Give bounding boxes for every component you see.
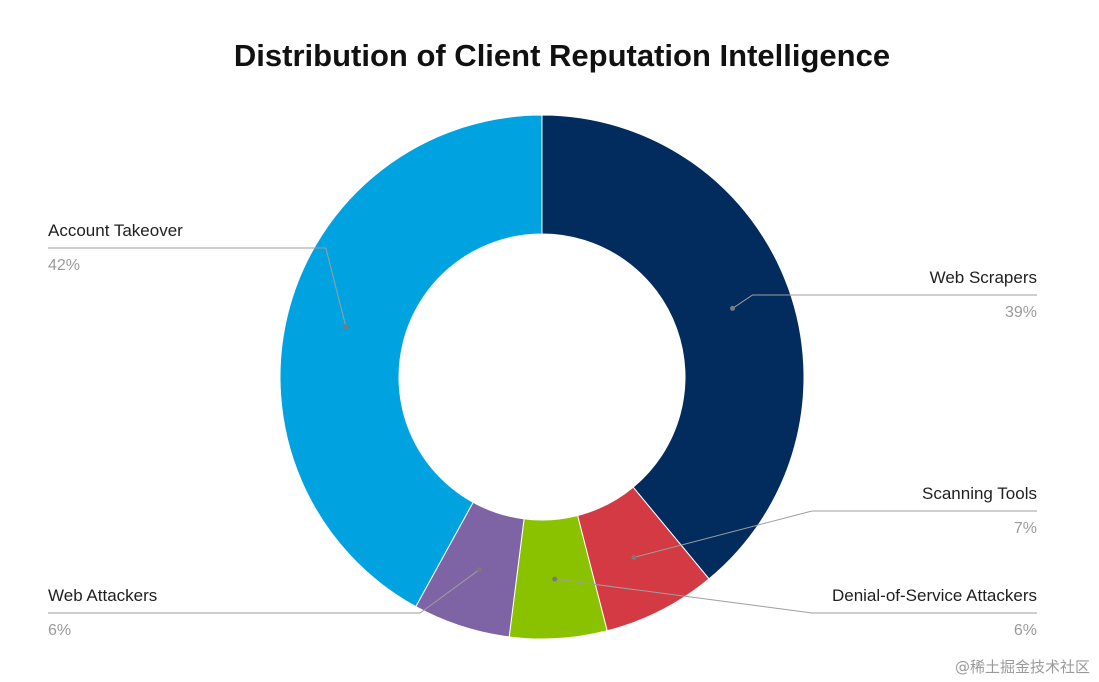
slice-label: Account Takeover (48, 221, 183, 240)
leader-line (633, 510, 1037, 558)
leader-line (554, 578, 1037, 614)
watermark: @稀土掘金技术社区 (955, 658, 1090, 676)
leader-anchor (631, 554, 637, 560)
slice-percent: 6% (48, 622, 71, 639)
leader-anchor (343, 324, 349, 330)
slice-account-takeover (279, 114, 543, 608)
leader-line (48, 569, 480, 614)
leader-anchor (730, 305, 736, 311)
slice-label: Web Attackers (48, 586, 157, 605)
slice-label: Denial-of-Service Attackers (832, 586, 1037, 605)
slice-percent: 6% (1014, 622, 1037, 639)
slices (279, 114, 805, 640)
callout-denial-of-service-attackers: Denial-of-Service Attackers 6% (552, 576, 1037, 639)
slice-web-scrapers (541, 114, 805, 580)
slice-label: Web Scrapers (930, 268, 1037, 287)
leader-line (48, 247, 347, 327)
callout-scanning-tools: Scanning Tools 7% (631, 484, 1037, 560)
chart-title: Distribution of Client Reputation Intell… (234, 38, 890, 73)
slice-percent: 7% (1014, 520, 1037, 537)
slice-label: Scanning Tools (922, 484, 1037, 503)
leader-line (732, 294, 1037, 309)
callouts: Web Scrapers 39% Scanning Tools 7% Denial-of… (48, 221, 1037, 639)
slice-percent: 42% (48, 257, 80, 274)
slice-percent: 39% (1005, 304, 1037, 321)
callout-web-attackers: Web Attackers 6% (48, 567, 482, 639)
callout-account-takeover: Account Takeover 42% (48, 221, 349, 330)
callout-web-scrapers: Web Scrapers 39% (730, 268, 1037, 321)
leader-anchor (552, 576, 558, 582)
leader-anchor (476, 567, 482, 573)
